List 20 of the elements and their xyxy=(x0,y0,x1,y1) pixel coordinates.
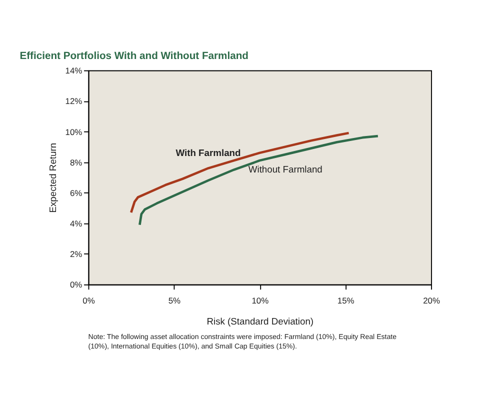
y-tick-label: 4% xyxy=(70,218,83,229)
y-tick-label: 2% xyxy=(70,249,83,260)
x-tick-label: 0% xyxy=(82,296,96,306)
y-tick-label: 12% xyxy=(65,96,83,106)
x-tick-label: 20% xyxy=(423,296,440,306)
series-label: Without Farmland xyxy=(248,163,322,174)
y-tick-label: 10% xyxy=(65,126,83,137)
line-series xyxy=(138,134,380,226)
y-tick-label: 6% xyxy=(70,188,83,198)
x-tick-label: 10% xyxy=(252,296,270,306)
series-label: With Farmland xyxy=(176,146,242,158)
line-series xyxy=(130,132,350,214)
x-axis-title: Risk (Standard Deviation) xyxy=(206,315,314,326)
x-tick-label: 5% xyxy=(168,296,182,306)
chart-title: Efficient Portfolios With and Without Farmland xyxy=(20,51,248,62)
y-tick-label: 14% xyxy=(65,66,83,76)
x-tick-label: 15% xyxy=(337,296,355,306)
y-tick-label: 8% xyxy=(70,157,83,168)
y-axis-title: Expected Return xyxy=(46,142,58,213)
y-tick-label: 0% xyxy=(70,280,83,290)
